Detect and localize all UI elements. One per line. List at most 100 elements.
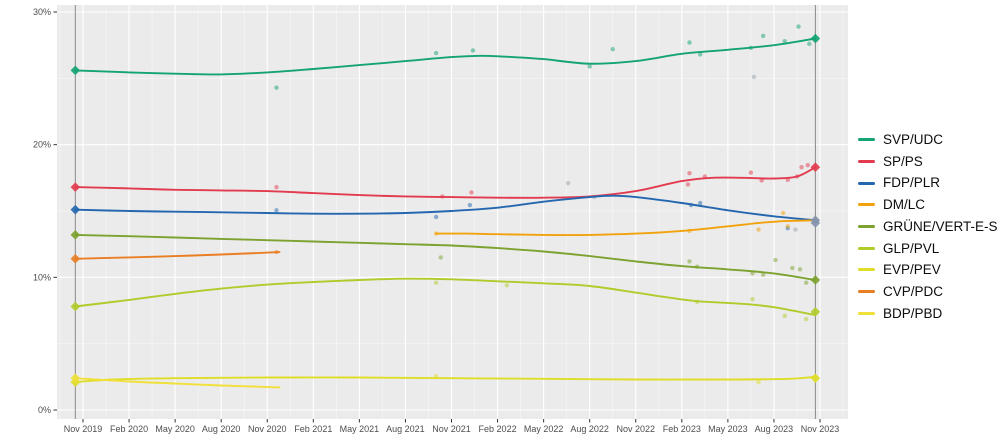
poll-point-gr-ne-vert-e-s [773,257,778,263]
x-tick-label: Feb 2020 [110,424,148,434]
x-tick-label: Nov 2021 [432,424,471,434]
legend-label-cvp-pdc: CVP/PDC [883,283,944,299]
poll-point-svp-udc [782,38,787,44]
election-2019-result-cvp-pdc [70,253,81,264]
poll-point-svp-udc [433,50,439,56]
poll-point-fdp-plr [274,208,279,213]
legend-label-dm-lc: DM/LC [883,197,926,213]
x-tick-label: May 2023 [708,424,748,434]
election-2023-result-glp-pvl [810,307,821,317]
poll-point-svp-udc [470,48,476,53]
poll-point-gr-ne-vert-e-s [790,265,795,271]
legend-item-svp-udc: SVP/UDC [858,129,998,151]
x-tick-label: Nov 2020 [248,424,287,434]
poll-point-dm-lc [780,210,786,216]
election-2023-result-svp-udc [810,33,821,44]
trend-line-evp-pev [74,375,817,384]
legend-swatch-cvp-pdc [858,290,875,294]
trend-line-glp-pvl [74,277,817,317]
legend-item-bdp-pbd: BDP/PBD [858,303,998,325]
legend-swatch-evp-pev [858,268,875,272]
legend-item-fdp-plr: FDP/PLR [858,172,998,194]
poll-point-glp-pvl [803,316,809,322]
poll-point-sp-ps [685,182,691,187]
poll-point-svp-udc [796,24,801,29]
legend-label-sp-ps: SP/PS [883,153,923,169]
legend-swatch-dm-lc [858,203,875,207]
y-tick-label: 30% [33,7,51,17]
legend-label-svp-udc: SVP/UDC [883,132,944,148]
poll-point-evp-pev [756,379,761,385]
y-tick-label: 20% [33,140,51,150]
election-2019-result-bdp-pbd [70,373,81,383]
election-2023-result-gr-ne-vert-e-s [810,275,821,285]
legend-swatch-gr-ne-vert-e-s [858,225,875,229]
poll-point-svp-udc [760,33,766,39]
trend-line-svp-udc [74,37,817,76]
election-2023-result-sp-ps [810,162,821,173]
legend-swatch-sp-ps [858,160,875,164]
poll-point-svp-udc [587,64,592,69]
poll-point-svp-udc [807,41,812,47]
trend-line-sp-ps [74,166,817,199]
x-tick-label: Nov 2019 [64,424,103,434]
poll-point-sp-ps [799,165,804,170]
poll-point-sp-ps [759,178,764,183]
legend-label-fdp-plr: FDP/PLR [883,175,941,191]
election-2019-result-sp-ps [70,182,81,192]
x-tick-label: Nov 2023 [801,424,840,434]
x-tick-label: May 2021 [340,424,380,434]
election-2019-result-svp-udc [70,65,81,76]
x-tick-label: Feb 2021 [294,424,332,434]
poll-point-sp-ps [469,190,474,195]
x-tick-label: May 2020 [155,424,195,434]
poll-point-svp-udc [687,40,692,45]
trend-line-fdp-plr [74,194,817,222]
poll-point-svp-udc [698,52,703,57]
legend-item-dm-lc: DM/LC [858,194,998,216]
election-2019-result-fdp-plr [70,204,81,215]
poll-point-unassigned-polls [793,227,798,232]
poll-point-dm-lc [756,227,761,232]
legend-item-evp-pev: EVP/PEV [858,259,998,281]
legend-label-bdp-pbd: BDP/PBD [883,305,943,321]
poll-point-sp-ps [748,170,754,175]
legend-swatch-glp-pvl [858,246,875,250]
poll-point-gr-ne-vert-e-s [760,272,766,277]
legend-item-gr-ne-vert-e-s: GRÜNE/VERT-E-S [858,216,998,238]
legend-swatch-svp-udc [858,138,875,142]
poll-point-fdp-plr [433,214,439,220]
x-tick-label: Aug 2020 [202,424,241,434]
legend-label-gr-ne-vert-e-s: GRÜNE/VERT-E-S [883,218,998,234]
poll-point-fdp-plr [698,200,703,206]
x-tick-label: Feb 2022 [479,424,517,434]
poll-point-dm-lc [785,224,790,229]
trend-line-bdp-pbd [74,377,281,389]
x-tick-label: Aug 2022 [570,424,609,434]
poll-point-sp-ps [274,184,279,190]
legend-item-cvp-pdc: CVP/PDC [858,281,998,303]
poll-point-svp-udc [274,85,279,90]
poll-point-gr-ne-vert-e-s [438,255,443,260]
x-tick-label: Aug 2021 [386,424,425,434]
x-tick-label: Aug 2023 [755,424,794,434]
legend-label-glp-pvl: GLP/PVL [883,240,940,256]
election-2019-result-gr-ne-vert-e-s [70,230,81,240]
legend-swatch-fdp-plr [858,181,875,185]
poll-point-glp-pvl [750,297,755,302]
legend-item-glp-pvl: GLP/PVL [858,237,998,259]
poll-point-fdp-plr [467,202,473,208]
x-tick-label: May 2022 [524,424,564,434]
election-2019-result-glp-pvl [70,301,81,312]
trend-line-cvp-pdc [74,251,281,260]
poll-point-glp-pvl [782,313,787,319]
poll-point-glp-pvl [504,283,509,288]
legend-swatch-bdp-pbd [858,311,875,315]
x-tick-label: Nov 2022 [616,424,655,434]
poll-point-svp-udc [610,46,615,52]
legend-label-evp-pev: EVP/PEV [883,262,941,278]
poll-point-sp-ps [687,170,692,176]
trend-line-dm-lc [435,219,817,236]
